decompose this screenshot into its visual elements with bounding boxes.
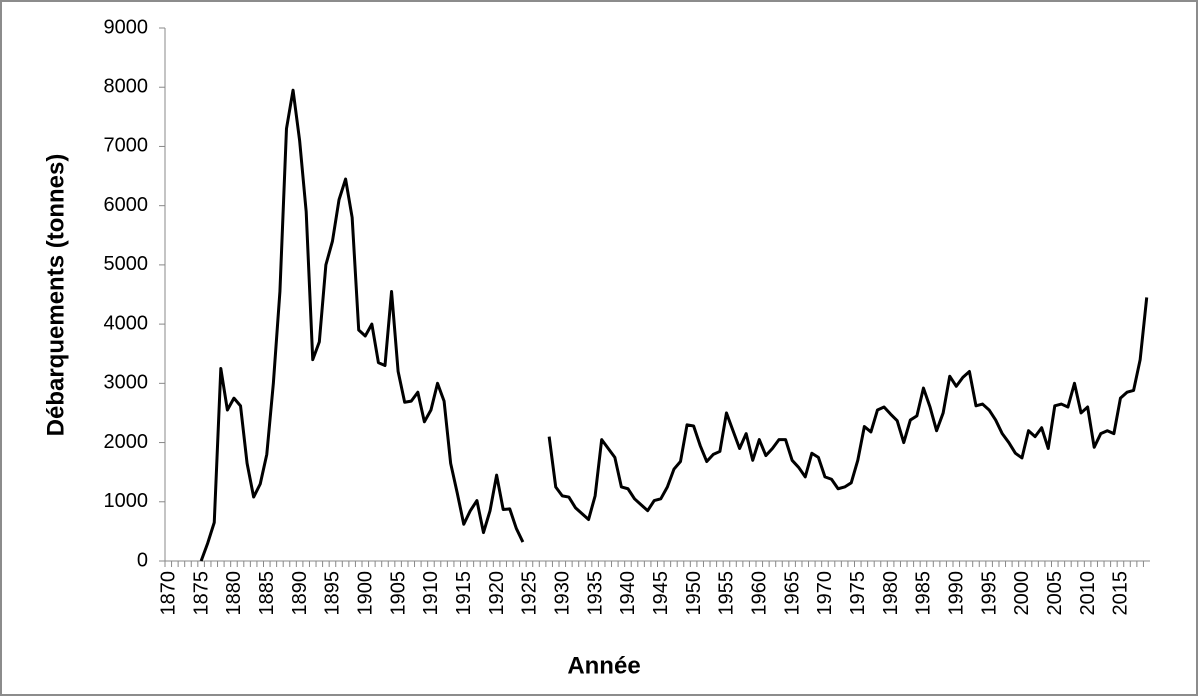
y-tick-label: 6000 (104, 194, 149, 216)
x-tick-label: 1970 (814, 571, 836, 616)
x-tick-label: 2000 (1011, 571, 1033, 616)
x-tick-label: 1935 (584, 571, 606, 616)
x-tick-label: 1980 (880, 571, 902, 616)
x-tick-label: 1880 (223, 571, 245, 616)
y-tick-label: 8000 (104, 76, 149, 98)
x-tick-label: 1870 (158, 571, 180, 616)
x-tick-label: 1950 (683, 571, 705, 616)
y-axis-title: Débarquements (tonnes) (42, 154, 69, 437)
x-tick-label: 1930 (552, 571, 574, 616)
y-tick-label: 7000 (104, 135, 149, 157)
x-tick-label: 1875 (190, 571, 212, 616)
x-tick-label: 2005 (1044, 571, 1066, 616)
x-tick-label: 2010 (1077, 571, 1099, 616)
x-tick-label: 1895 (322, 571, 344, 616)
data-line (199, 88, 1149, 562)
x-tick-label: 1985 (913, 571, 935, 616)
x-tick-label: 1905 (387, 571, 409, 616)
x-tick-label: 1910 (420, 571, 442, 616)
y-tick-label: 0 (137, 549, 148, 571)
x-tick-label: 1900 (355, 571, 377, 616)
y-tick-label: 4000 (104, 312, 149, 334)
x-tick-label: 1940 (617, 571, 639, 616)
y-tick-label: 5000 (104, 253, 149, 275)
x-tick-label: 1960 (749, 571, 771, 616)
x-tick-label: 1890 (289, 571, 311, 616)
x-tick-label: 1920 (486, 571, 508, 616)
y-tick-label: 1000 (104, 490, 149, 512)
x-tick-label: 1955 (716, 571, 738, 616)
x-tick-label: 1945 (650, 571, 672, 616)
x-tick-label: 1885 (256, 571, 278, 616)
x-tick-label: 2015 (1110, 571, 1132, 616)
y-tick-label: 9000 (104, 16, 149, 38)
x-tick-label: 1925 (519, 571, 541, 616)
y-tick-label: 3000 (104, 372, 149, 394)
x-tick-label: 1995 (978, 571, 1000, 616)
x-axis-title: Année (567, 652, 640, 679)
y-tick-label: 2000 (104, 431, 149, 453)
x-tick-label: 1915 (453, 571, 475, 616)
x-tick-label: 1990 (946, 571, 968, 616)
x-tick-label: 1975 (847, 571, 869, 616)
x-tick-label: 1965 (781, 571, 803, 616)
